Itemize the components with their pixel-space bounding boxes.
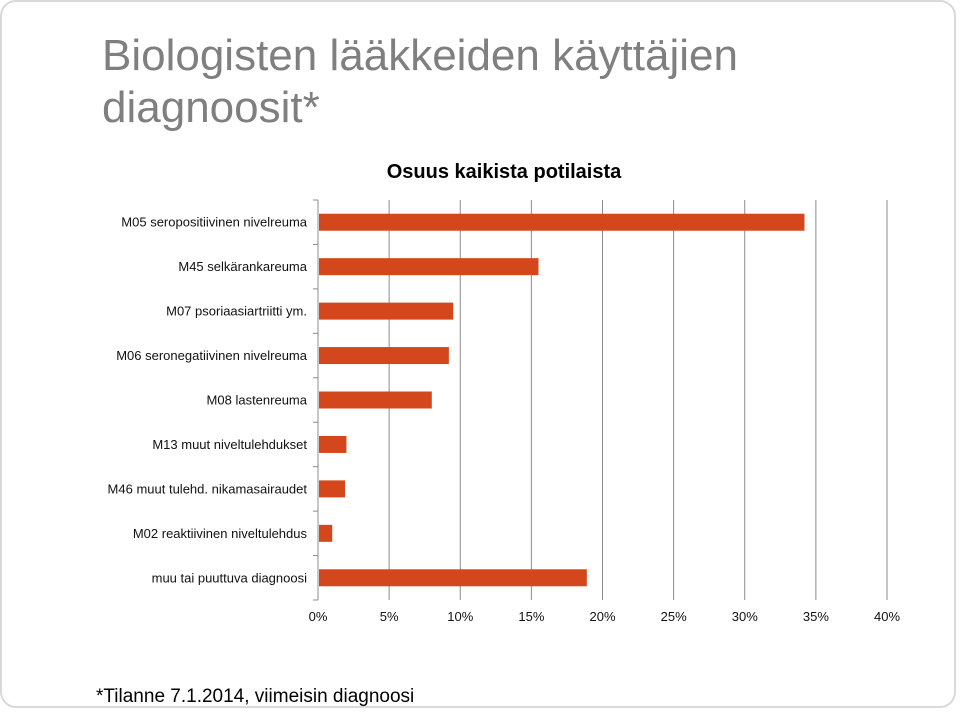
category-label: M45 selkärankareuma	[178, 259, 307, 274]
chart-title: Osuus kaikista potilaista	[387, 161, 622, 183]
category-label: M46 muut tulehd. nikamasairaudet	[108, 481, 308, 496]
category-label: muu tai puuttuva diagnoosi	[152, 570, 307, 585]
bar	[319, 569, 587, 587]
x-tick-label: 35%	[803, 609, 829, 624]
x-tick-label: 5%	[380, 609, 399, 624]
category-label: M13 muut niveltulehdukset	[152, 437, 307, 452]
category-label: M08 lastenreuma	[207, 393, 308, 408]
bar-layer	[319, 213, 805, 587]
bar	[319, 391, 432, 409]
bar	[319, 480, 346, 498]
footnote: *Tilanne 7.1.2014, viimeisin diagnoosi	[96, 686, 415, 707]
category-label: M02 reaktiivinen niveltulehdus	[133, 526, 308, 541]
x-tick-label: 15%	[518, 609, 544, 624]
category-label: M07 psoriaasiartriitti ym.	[166, 304, 307, 319]
bar	[319, 524, 333, 542]
bar	[319, 347, 449, 365]
x-tick-label: 20%	[589, 609, 615, 624]
x-tick-label: 25%	[661, 609, 687, 624]
x-tick-label: 0%	[309, 609, 328, 624]
x-tick-label: 10%	[447, 609, 473, 624]
bar	[319, 435, 347, 453]
axis-layer	[313, 199, 319, 601]
label-layer: M05 seropositiivinen nivelreuma M45 selkä…	[108, 215, 308, 586]
x-tick-label: 40%	[874, 609, 900, 624]
bar	[319, 258, 539, 276]
x-tick-label: 30%	[732, 609, 758, 624]
slide-title: Biologisten lääkkeiden käyttäjien diagno…	[102, 31, 738, 132]
category-label: M05 seropositiivinen nivelreuma	[121, 215, 307, 230]
bar	[319, 213, 805, 231]
tick-layer: 0% 5% 10% 15% 20% 25% 30% 35% 40%	[309, 609, 901, 624]
bar	[319, 302, 454, 320]
category-label: M06 seronegatiivinen nivelreuma	[116, 348, 308, 363]
